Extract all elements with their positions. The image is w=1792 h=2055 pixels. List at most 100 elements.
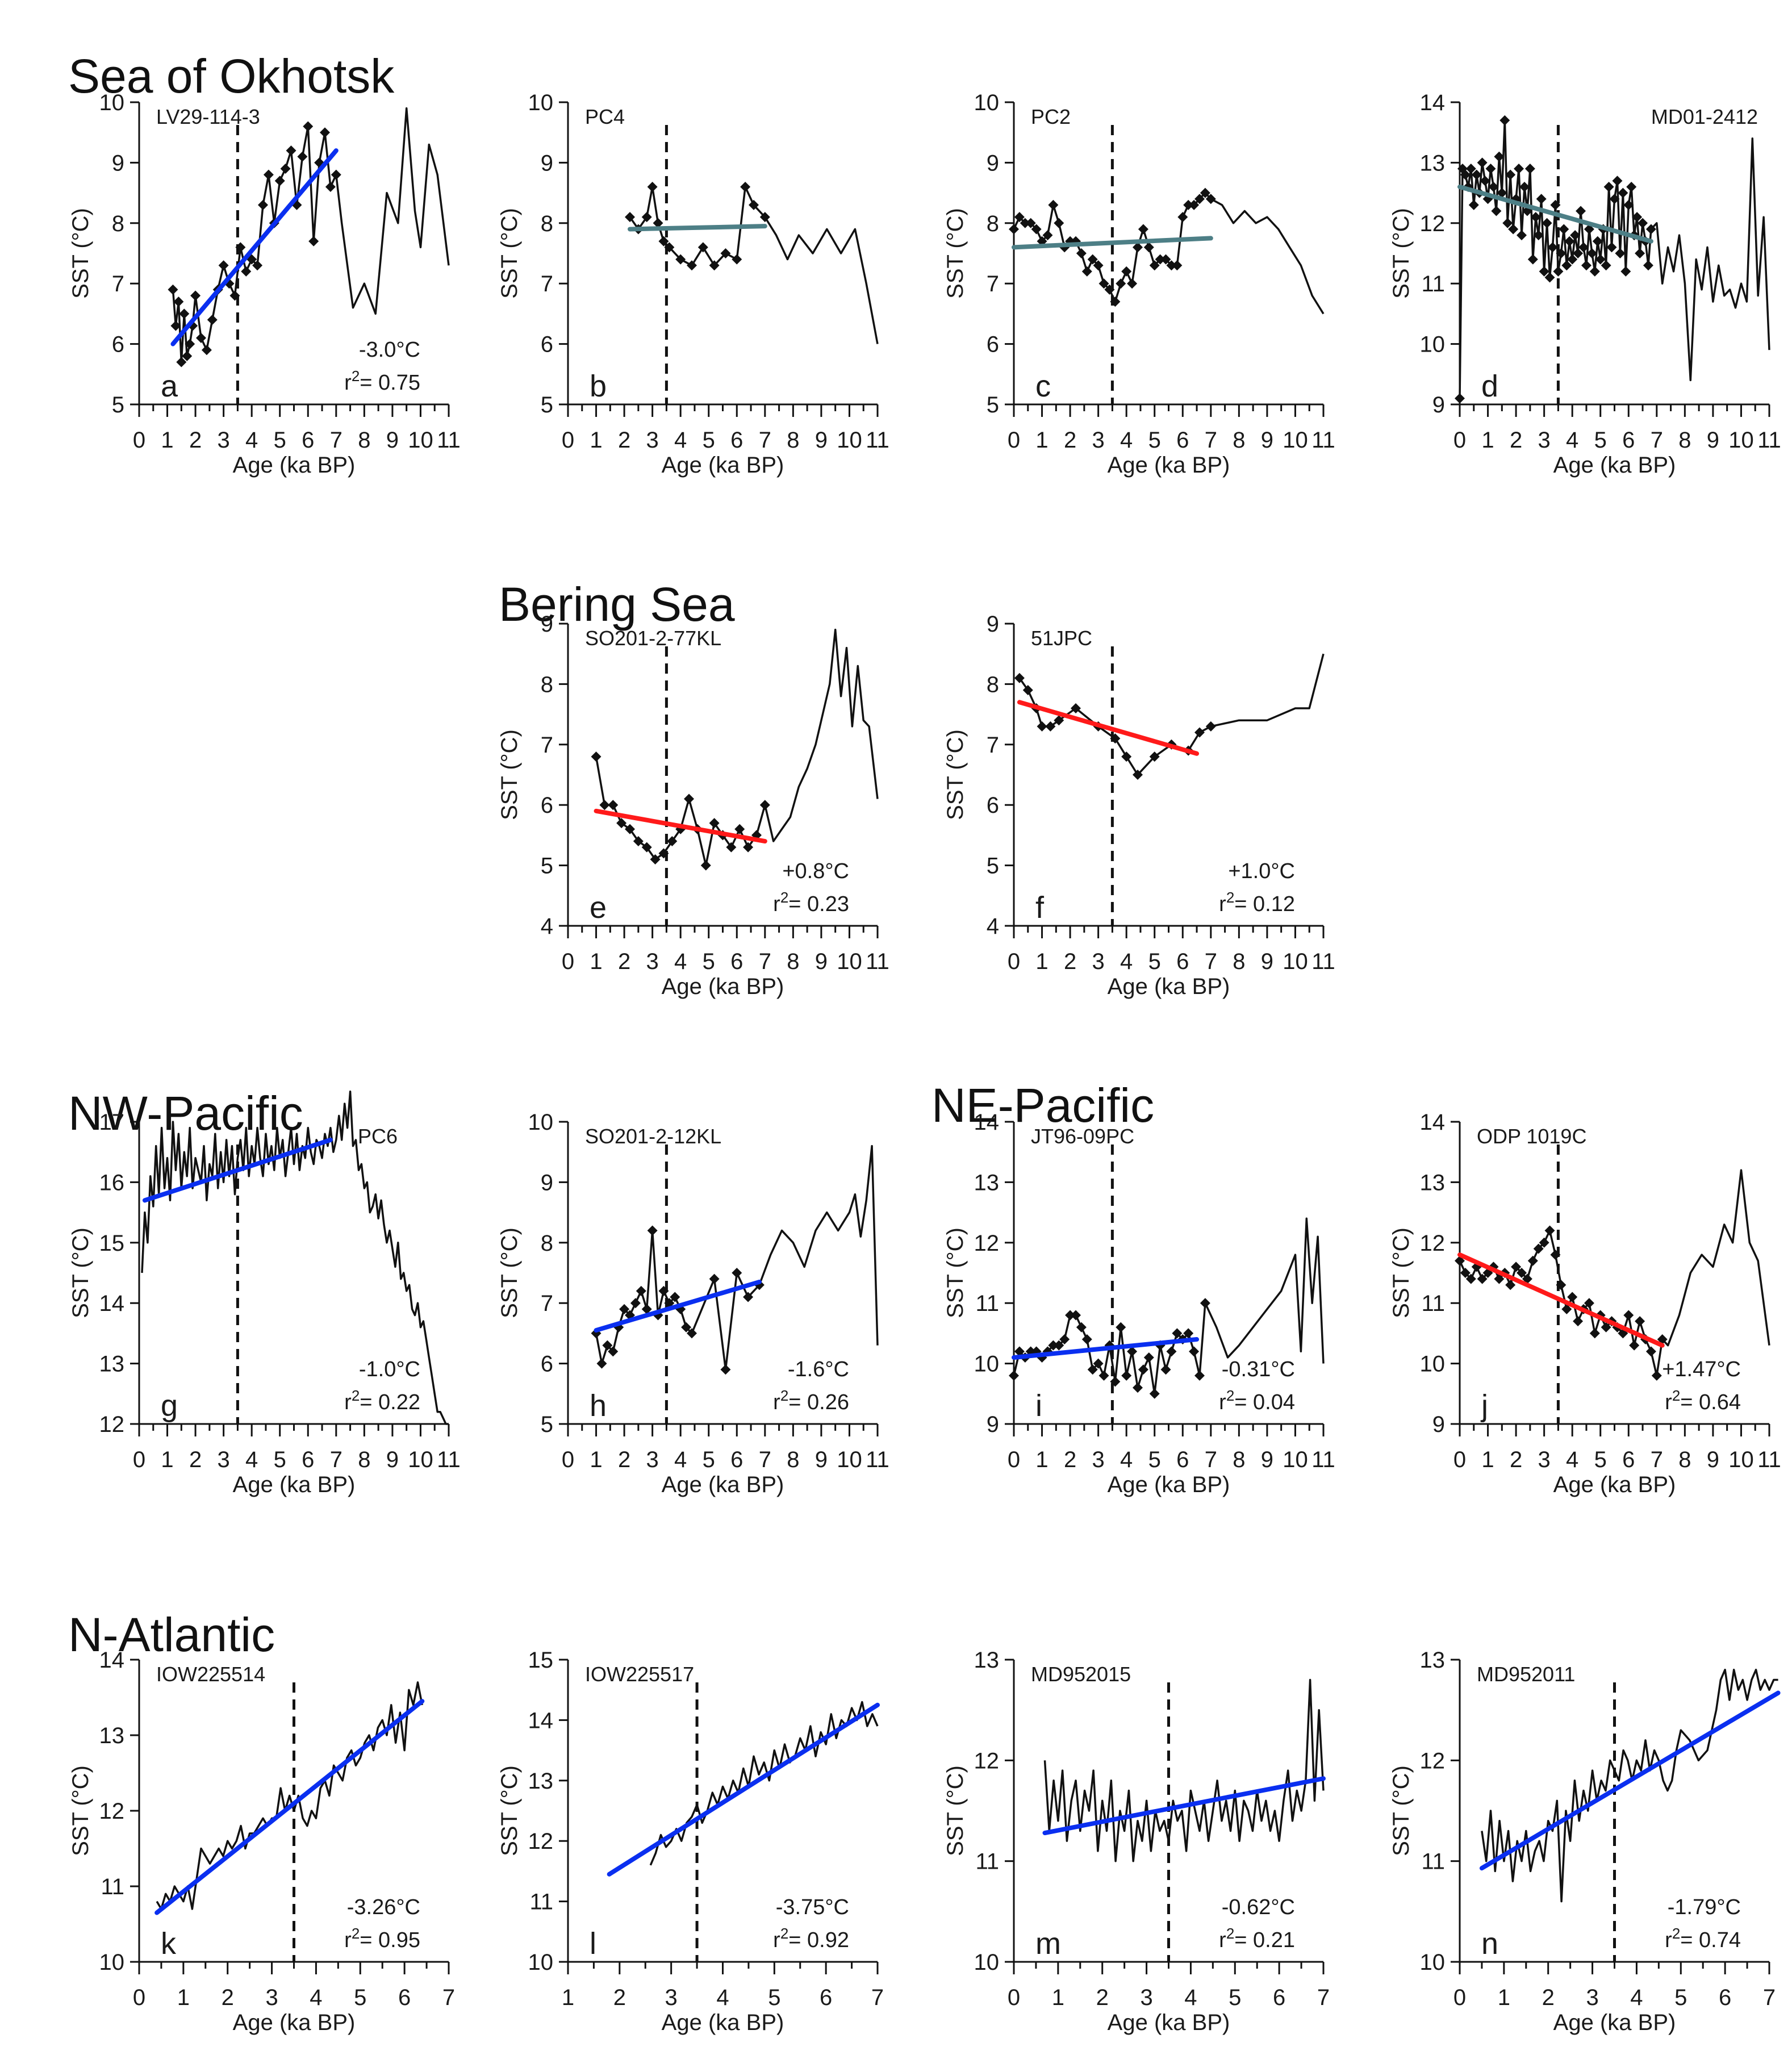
data-point-marker	[1488, 181, 1499, 192]
data-point-marker	[1093, 260, 1104, 271]
data-point-marker	[1054, 1340, 1064, 1351]
trend-line	[1042, 1776, 1326, 1836]
data-point-marker	[274, 176, 285, 186]
y-tick-label: 10	[99, 90, 125, 115]
data-point-marker	[1497, 187, 1507, 198]
x-tick-label: 7	[330, 428, 342, 453]
x-tick-label: 7	[1205, 949, 1217, 974]
data-point-marker	[1645, 224, 1656, 235]
trend-line	[1457, 184, 1653, 244]
data-point-marker	[1194, 194, 1205, 204]
x-tick-label: 4	[1630, 1985, 1643, 2010]
y-tick-label: 17	[99, 1110, 125, 1135]
x-tick-label: 3	[1092, 949, 1105, 974]
data-point-marker	[252, 260, 263, 271]
data-point-marker	[1183, 199, 1194, 210]
data-point-marker	[1601, 1322, 1611, 1333]
trend-line	[594, 1279, 762, 1333]
panel-letter: f	[1035, 891, 1045, 925]
data-point-marker	[1127, 1346, 1138, 1357]
y-tick-label: 7	[541, 733, 553, 758]
data-point-marker	[331, 169, 341, 180]
core-label: SO201-2-12KL	[585, 1125, 721, 1148]
trend-line	[142, 1137, 333, 1203]
delta-sst-annotation: -3.26°C	[347, 1895, 420, 1919]
x-tick-label: 0	[1008, 1985, 1020, 2010]
y-tick-label: 12	[974, 1748, 1000, 1773]
data-point-marker	[1635, 1316, 1645, 1327]
x-tick-label: 4	[716, 1985, 729, 2010]
x-tick-label: 3	[646, 1447, 659, 1472]
data-point-marker	[1586, 248, 1597, 258]
r-squared-annotation: r2= 0.92	[773, 1925, 849, 1952]
data-point-marker	[1578, 242, 1589, 253]
core-label: LV29-114-3	[156, 105, 260, 128]
x-tick-label: 0	[1008, 428, 1020, 453]
data-point-marker	[687, 260, 697, 271]
data-point-marker	[1014, 212, 1025, 223]
y-tick-label: 9	[112, 151, 124, 176]
y-tick-label: 15	[528, 1648, 554, 1673]
data-point-marker	[1539, 1237, 1549, 1248]
y-tick-label: 5	[541, 392, 553, 417]
y-tick-label: 14	[99, 1291, 125, 1316]
data-point-marker	[1635, 248, 1645, 258]
data-point-marker	[616, 818, 627, 829]
x-tick-label: 7	[330, 1447, 342, 1472]
y-tick-label: 12	[99, 1412, 125, 1437]
x-tick-label: 9	[815, 1447, 828, 1472]
x-tick-label: 6	[1273, 1985, 1285, 2010]
data-point-marker	[1042, 230, 1053, 241]
data-point-marker	[303, 121, 314, 132]
x-axis-title: Age (ka BP)	[1553, 1472, 1676, 1497]
sst-series-line	[649, 1701, 879, 1866]
region-title-ne-pacific: NE-Pacific	[931, 1079, 1155, 1133]
data-point-marker	[1205, 194, 1216, 204]
x-tick-label: 3	[646, 949, 659, 974]
y-tick-label: 12	[974, 1231, 1000, 1256]
y-tick-label: 8	[112, 211, 124, 236]
x-axis-title: Age (ka BP)	[1108, 2010, 1230, 2035]
y-tick-label: 11	[975, 1849, 999, 1874]
x-tick-label: 3	[265, 1985, 278, 2010]
data-point-marker	[697, 242, 708, 253]
x-tick-label: 5	[354, 1985, 366, 2010]
data-point-marker	[1071, 1310, 1081, 1321]
x-axis-title: Age (ka BP)	[1108, 974, 1230, 999]
y-tick-label: 10	[528, 90, 554, 115]
x-axis-title: Age (ka BP)	[662, 974, 784, 999]
data-point-marker	[1071, 703, 1081, 713]
data-point-marker	[1031, 224, 1042, 235]
data-point-marker	[1022, 685, 1033, 696]
data-point-marker	[608, 800, 619, 811]
data-point-marker	[687, 1328, 697, 1339]
data-point-marker	[625, 212, 635, 223]
data-point-marker	[1601, 260, 1611, 271]
y-tick-label: 13	[1420, 151, 1446, 176]
y-tick-label: 5	[987, 854, 999, 879]
x-tick-label: 11	[866, 1447, 889, 1472]
trend-line	[594, 808, 767, 844]
data-point-marker	[1564, 236, 1575, 247]
region-title-okhotsk: Sea of Okhotsk	[68, 49, 395, 103]
region-title-n-atlantic: N-Atlantic	[68, 1608, 275, 1662]
data-point-marker	[1020, 218, 1030, 228]
y-tick-label: 10	[974, 1950, 1000, 1975]
panel-letter: l	[590, 1927, 596, 1961]
x-axis-title: Age (ka BP)	[662, 1472, 784, 1497]
x-tick-label: 9	[1707, 428, 1719, 453]
x-tick-label: 6	[1719, 1985, 1731, 2010]
x-tick-label: 10	[1283, 949, 1308, 974]
data-point-marker	[1514, 164, 1524, 174]
y-tick-label: 10	[528, 1950, 554, 1975]
data-point-marker	[619, 1304, 630, 1314]
data-point-marker	[625, 824, 635, 834]
x-tick-label: 5	[1229, 1985, 1241, 2010]
data-point-marker	[1121, 266, 1132, 277]
data-point-marker	[1477, 1273, 1488, 1284]
y-tick-label: 8	[541, 1231, 553, 1256]
data-point-marker	[1465, 164, 1476, 174]
data-point-marker	[1048, 1340, 1059, 1351]
